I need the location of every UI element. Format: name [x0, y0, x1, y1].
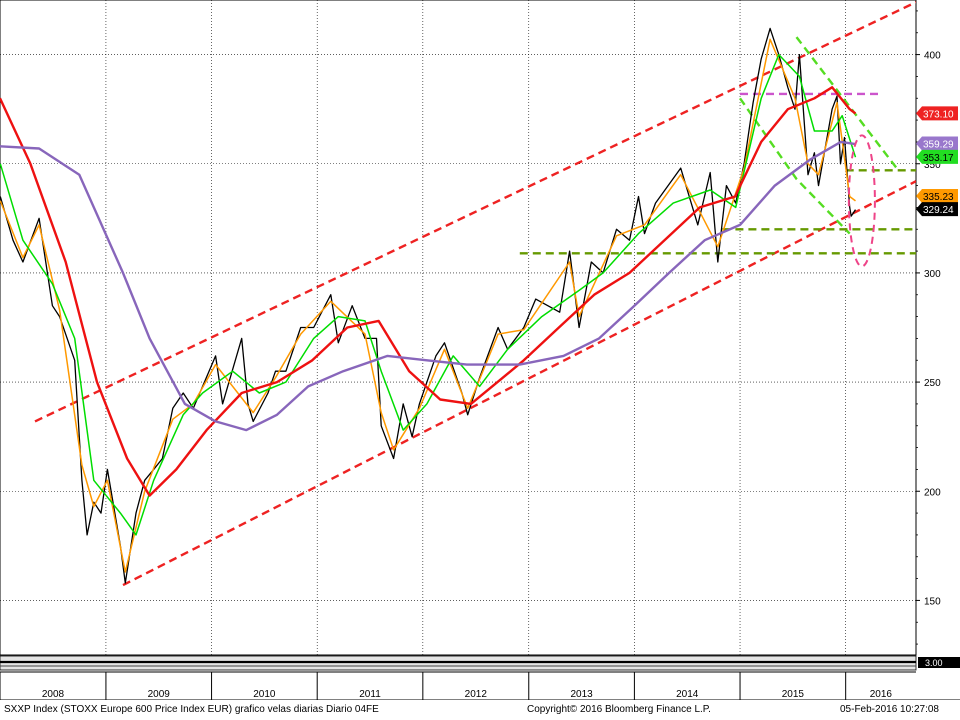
price-tag [916, 149, 958, 164]
price-tag-label: 359.29 [923, 139, 954, 150]
series-line [0, 53, 857, 536]
price-tag-label: 329.24 [923, 205, 954, 216]
x-tick-label: 2016 [870, 689, 893, 700]
series-line [0, 86, 857, 497]
ellipse-annotations [847, 134, 876, 268]
price-tag [916, 106, 958, 121]
series-line [0, 38, 856, 573]
x-tick-label: 2013 [570, 689, 593, 700]
trendlines [34, 1, 916, 587]
trendline [795, 36, 900, 172]
price-tag-label: 373.10 [923, 109, 954, 120]
x-tick-label: 2008 [42, 689, 65, 700]
footer: SXXP Index (STOXX Europe 600 Price Index… [0, 700, 960, 720]
footer-copyright: Copyright© 2016 Bloomberg Finance L.P. [527, 704, 711, 715]
x-tick-label: 2015 [782, 689, 805, 700]
price-tag [916, 188, 958, 203]
y-axis: 150 200 250 300 350 400 [915, 0, 941, 655]
lower-panel-tag-label: 3.00 [925, 658, 943, 668]
x-axis-band [0, 672, 960, 700]
x-axis: 2008 2009 2010 2011 2012 2013 2014 2015 2016 [0, 671, 960, 700]
plot-frame [0, 0, 917, 656]
x-tick-label: 2011 [359, 689, 381, 700]
grid-lines [0, 0, 917, 656]
x-tick-label: 2010 [253, 689, 276, 700]
y-tick-label: 250 [924, 378, 941, 389]
price-tag [916, 202, 958, 217]
series-line [0, 140, 856, 432]
y-tick-label: 400 [924, 51, 941, 62]
price-tag-label: 353.17 [923, 153, 954, 164]
y-tick-label: 350 [924, 160, 941, 171]
trendline [739, 97, 851, 235]
y-tick-label: 300 [924, 269, 941, 280]
footer-timestamp: 05-Feb-2016 10:27:08 [840, 704, 939, 715]
x-tick-label: 2012 [465, 689, 488, 700]
ellipse-annotation [847, 134, 876, 268]
price-tags: 373.10 359.29 353.17 335.23 329.24 [916, 106, 958, 217]
x-tick-label: 2009 [148, 689, 171, 700]
price-tag-label: 335.23 [923, 192, 954, 203]
footer-left: SXXP Index (STOXX Europe 600 Price Index… [4, 704, 379, 715]
y-tick-label: 150 [924, 596, 941, 607]
price-tag [916, 136, 958, 151]
series-line [0, 27, 857, 584]
y-tick-label: 200 [924, 487, 941, 498]
x-tick-label: 2014 [676, 689, 699, 700]
price-chart: 150 200 250 300 350 400 373.10 359.29 353.17 335… [0, 0, 960, 700]
trendline [122, 180, 916, 587]
lower-panel-tag [918, 657, 960, 668]
series-lines [0, 27, 857, 584]
lower-panel: 3.00 [0, 655, 960, 671]
trendline [34, 1, 916, 423]
